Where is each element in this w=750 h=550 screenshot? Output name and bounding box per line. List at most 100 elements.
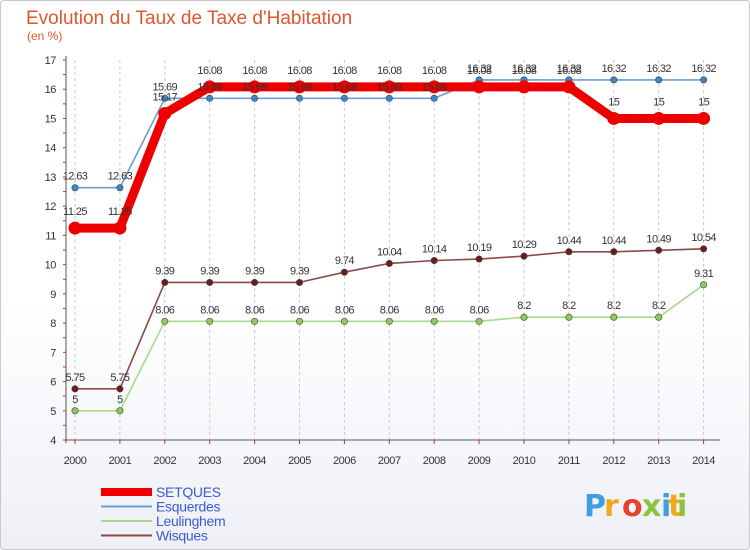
point-wisques xyxy=(116,385,124,393)
point-setques xyxy=(158,106,172,120)
point-leulinghem xyxy=(71,407,79,415)
x-tick-label: 2009 xyxy=(468,455,491,467)
point-esquerdes xyxy=(610,76,618,84)
data-label-esquerdes: 12.63 xyxy=(108,171,133,183)
legend-label-wisques: Wisques xyxy=(156,528,208,544)
point-wisques xyxy=(385,259,393,267)
axes: 4 5 6 7 8 9 10 11 12 13 14 15 16 17 2000 2001 2002 2003 20… xyxy=(45,55,720,467)
data-label-setques: 16.08 xyxy=(512,65,537,77)
point-leulinghem xyxy=(655,313,663,321)
point-leulinghem xyxy=(385,317,393,325)
data-label-leulinghem: 8.06 xyxy=(155,304,174,316)
y-tick-label: 10 xyxy=(45,260,57,272)
chart-title: Evolution du Taux de Taxe d'Habitation xyxy=(26,8,352,29)
point-wisques xyxy=(251,278,259,286)
point-leulinghem xyxy=(116,407,124,415)
data-label-wisques: 10.49 xyxy=(646,233,671,245)
y-tick-label: 6 xyxy=(50,377,56,389)
data-label-leulinghem: 8.2 xyxy=(562,300,576,312)
data-label-setques: 16.08 xyxy=(467,65,492,77)
point-leulinghem xyxy=(700,281,708,289)
data-label-setques: 16.08 xyxy=(557,65,582,77)
x-tick-label: 2011 xyxy=(558,455,580,467)
point-setques xyxy=(652,111,666,125)
data-label-setques: 11.25 xyxy=(108,206,132,218)
y-tick-label: 7 xyxy=(50,347,56,359)
point-setques xyxy=(517,80,531,94)
y-tick-label: 11 xyxy=(45,230,56,242)
point-setques xyxy=(337,80,351,94)
data-label-setques: 16.08 xyxy=(377,65,402,77)
point-setques xyxy=(607,111,621,125)
point-wisques xyxy=(340,268,348,276)
point-esquerdes xyxy=(206,94,214,102)
data-label-setques: 16.08 xyxy=(332,65,357,77)
data-label-wisques: 10.04 xyxy=(377,246,402,258)
data-label-wisques: 9.39 xyxy=(290,265,309,277)
data-label-wisques: 5.75 xyxy=(110,372,129,384)
data-label-leulinghem: 8.06 xyxy=(335,304,354,316)
point-wisques xyxy=(206,278,214,286)
point-setques xyxy=(427,80,441,94)
data-label-setques: 15 xyxy=(653,96,665,108)
data-label-esquerdes: 15.69 xyxy=(332,81,357,93)
data-label-esquerdes: 15.69 xyxy=(422,81,447,93)
point-esquerdes xyxy=(385,94,393,102)
data-label-wisques: 10.14 xyxy=(422,244,447,256)
data-label-wisques: 10.54 xyxy=(691,232,716,244)
y-tick-label: 8 xyxy=(50,318,56,330)
point-setques xyxy=(203,80,217,94)
x-tick-label: 2003 xyxy=(198,455,221,467)
x-tick-label: 2004 xyxy=(243,455,266,467)
point-esquerdes xyxy=(251,94,259,102)
point-leulinghem xyxy=(340,317,348,325)
y-tick-label: 15 xyxy=(45,113,57,125)
logo-letter: x xyxy=(642,489,661,524)
y-tick-label: 17 xyxy=(45,55,57,67)
data-labels: 11.25 11.25 15.17 16.08 16.08 16.08 16.08 16.08… xyxy=(63,63,717,406)
logo-letter: i xyxy=(661,489,671,524)
point-esquerdes xyxy=(161,94,169,102)
point-leulinghem xyxy=(565,313,573,321)
y-tick-label: 9 xyxy=(50,289,56,301)
point-esquerdes xyxy=(295,94,303,102)
data-label-setques: 15 xyxy=(608,96,620,108)
point-wisques xyxy=(295,278,303,286)
data-label-esquerdes: 15.69 xyxy=(153,81,178,93)
data-label-wisques: 5.75 xyxy=(65,372,84,384)
data-label-leulinghem: 5 xyxy=(72,394,78,406)
y-tick-label: 4 xyxy=(50,435,56,447)
data-label-setques: 16.08 xyxy=(422,65,447,77)
point-setques xyxy=(68,221,82,235)
data-label-wisques: 9.74 xyxy=(335,255,354,267)
point-setques xyxy=(293,80,306,94)
data-label-leulinghem: 8.2 xyxy=(517,300,531,312)
data-label-wisques: 9.39 xyxy=(245,265,264,277)
x-tick-label: 2012 xyxy=(602,455,625,467)
data-label-esquerdes: 16.32 xyxy=(691,63,716,75)
point-wisques xyxy=(700,245,708,253)
point-wisques xyxy=(71,385,79,393)
data-label-esquerdes: 15.69 xyxy=(377,81,402,93)
point-setques xyxy=(472,80,486,94)
point-wisques xyxy=(610,248,618,256)
point-wisques xyxy=(161,278,169,286)
logo-letter: o xyxy=(622,489,643,524)
data-label-setques: 15 xyxy=(698,96,710,108)
legend-label-esquerdes: Esquerdes xyxy=(156,499,221,515)
data-label-esquerdes: 16.32 xyxy=(512,63,537,75)
y-tick-label: 12 xyxy=(45,201,57,213)
y-tick-label: 14 xyxy=(45,143,57,155)
data-label-esquerdes: 15.69 xyxy=(197,81,222,93)
data-label-wisques: 9.39 xyxy=(200,265,219,277)
point-leulinghem xyxy=(610,313,618,321)
data-label-leulinghem: 8.06 xyxy=(245,304,264,316)
point-wisques xyxy=(520,252,528,260)
x-tick-label: 2010 xyxy=(513,455,536,467)
point-leulinghem xyxy=(475,317,483,325)
logo-letter: i xyxy=(677,489,687,524)
x-tick-label: 2000 xyxy=(64,455,87,467)
data-label-setques: 16.08 xyxy=(197,65,222,77)
